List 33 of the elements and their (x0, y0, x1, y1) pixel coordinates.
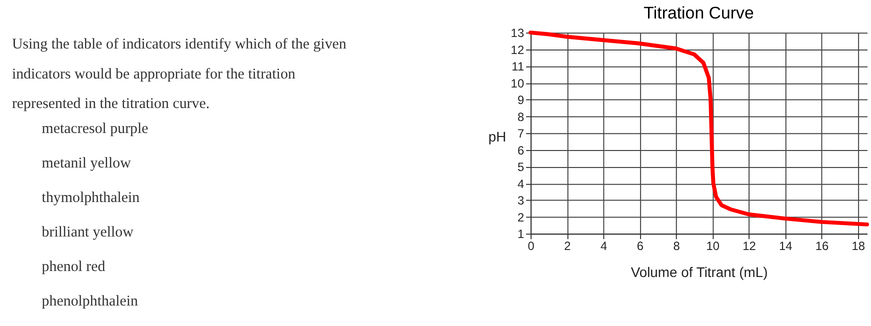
x-tick-label: 16 (815, 239, 830, 254)
y-tick-label: 7 (517, 126, 524, 141)
x-tick-label: 14 (779, 239, 793, 254)
y-tick-label: 11 (512, 60, 524, 74)
x-tick-label: 8 (673, 239, 680, 254)
x-tick-label: 10 (706, 239, 720, 254)
y-tick-label: 9 (517, 93, 524, 108)
x-tick-label: 2 (564, 239, 572, 254)
y-axis-title: pH (488, 128, 506, 145)
x-tick-label: 6 (636, 239, 644, 254)
text: phenol red (42, 258, 106, 275)
x-tick-label: 0 (528, 239, 535, 254)
y-tick-label: 1 (517, 227, 524, 242)
y-tick-label: 10 (510, 76, 524, 90)
y-tick-label: 4 (517, 176, 524, 191)
y-tick-label: 2 (517, 210, 524, 224)
text: phenolphthalein (42, 293, 138, 310)
x-axis-title: Volume of Titrant (mL) (630, 264, 768, 280)
y-tick-label: 8 (517, 110, 524, 124)
text: metanil yellow (42, 156, 132, 172)
text: Using the table of indicators identify which of the given indicators would be appropriate for the titration represented in the titration curve. (12, 36, 347, 112)
y-tick-label: 13 (510, 26, 524, 40)
text: thymolphthalein (42, 190, 140, 206)
text: brilliant yellow (42, 224, 134, 240)
y-tick-label: 12 (510, 42, 524, 57)
y-tick-label: 3 (517, 194, 524, 208)
text: metacresol purple (42, 121, 149, 138)
x-tick-label: 4 (600, 239, 608, 254)
x-tick-label: 18 (852, 239, 866, 254)
y-tick-label: 6 (517, 143, 524, 158)
y-tick-label: 5 (517, 160, 524, 174)
x-tick-label: 12 (742, 239, 756, 254)
chart-title: Titration Curve (644, 4, 754, 23)
